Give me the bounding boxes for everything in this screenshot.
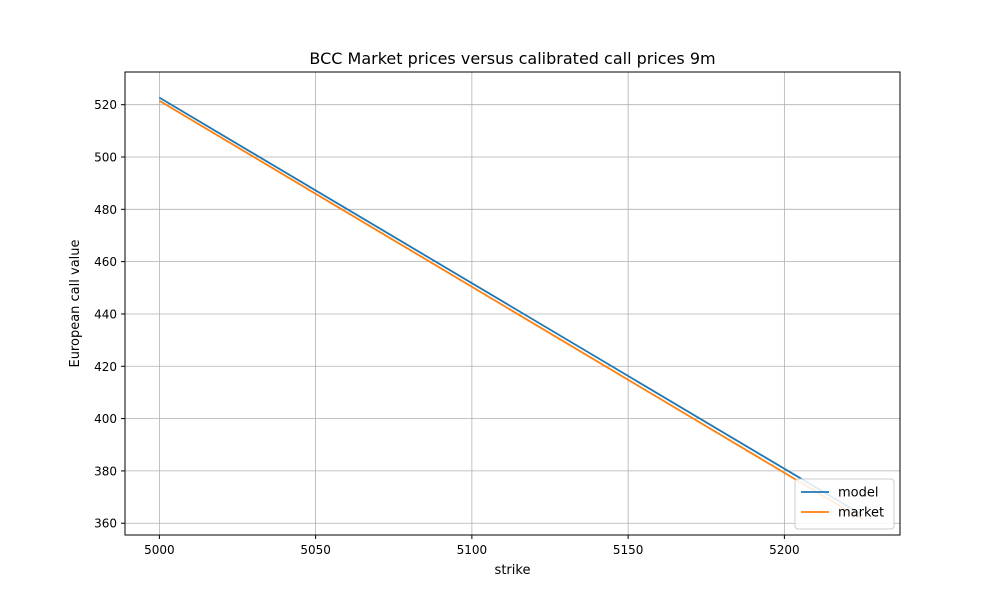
y-tick-label: 480 (94, 203, 117, 217)
y-axis-label: European call value (68, 239, 83, 367)
y-tick-label: 360 (94, 517, 117, 531)
y-tick-label: 460 (94, 255, 117, 269)
y-tick-label: 500 (94, 151, 117, 165)
legend-label-model: model (838, 486, 878, 501)
legend: model market (794, 478, 895, 530)
x-axis-label: strike (495, 563, 531, 578)
chart-title: BCC Market prices versus calibrated call… (309, 49, 715, 68)
y-tick-label: 400 (94, 412, 117, 426)
series-line-model (158, 96, 863, 516)
y-tick-label: 420 (94, 360, 117, 374)
grid-lines (125, 72, 900, 535)
y-axis-ticks: 360 380 400 420 440 460 480 500 520 (94, 98, 125, 531)
x-tick-label: 5000 (144, 543, 175, 557)
series-layer (158, 96, 863, 521)
y-tick-label: 520 (94, 98, 117, 112)
x-tick-label: 5050 (300, 543, 331, 557)
legend-label-market: market (838, 506, 884, 521)
series-line-market (158, 99, 863, 521)
x-tick-label: 5200 (769, 543, 800, 557)
x-tick-label: 5100 (457, 543, 488, 557)
y-tick-label: 380 (94, 464, 117, 478)
x-axis-ticks: 5000 5050 5100 5150 5200 (144, 535, 800, 557)
x-tick-label: 5150 (613, 543, 644, 557)
y-tick-label: 440 (94, 307, 117, 321)
plot-frame (124, 71, 901, 536)
